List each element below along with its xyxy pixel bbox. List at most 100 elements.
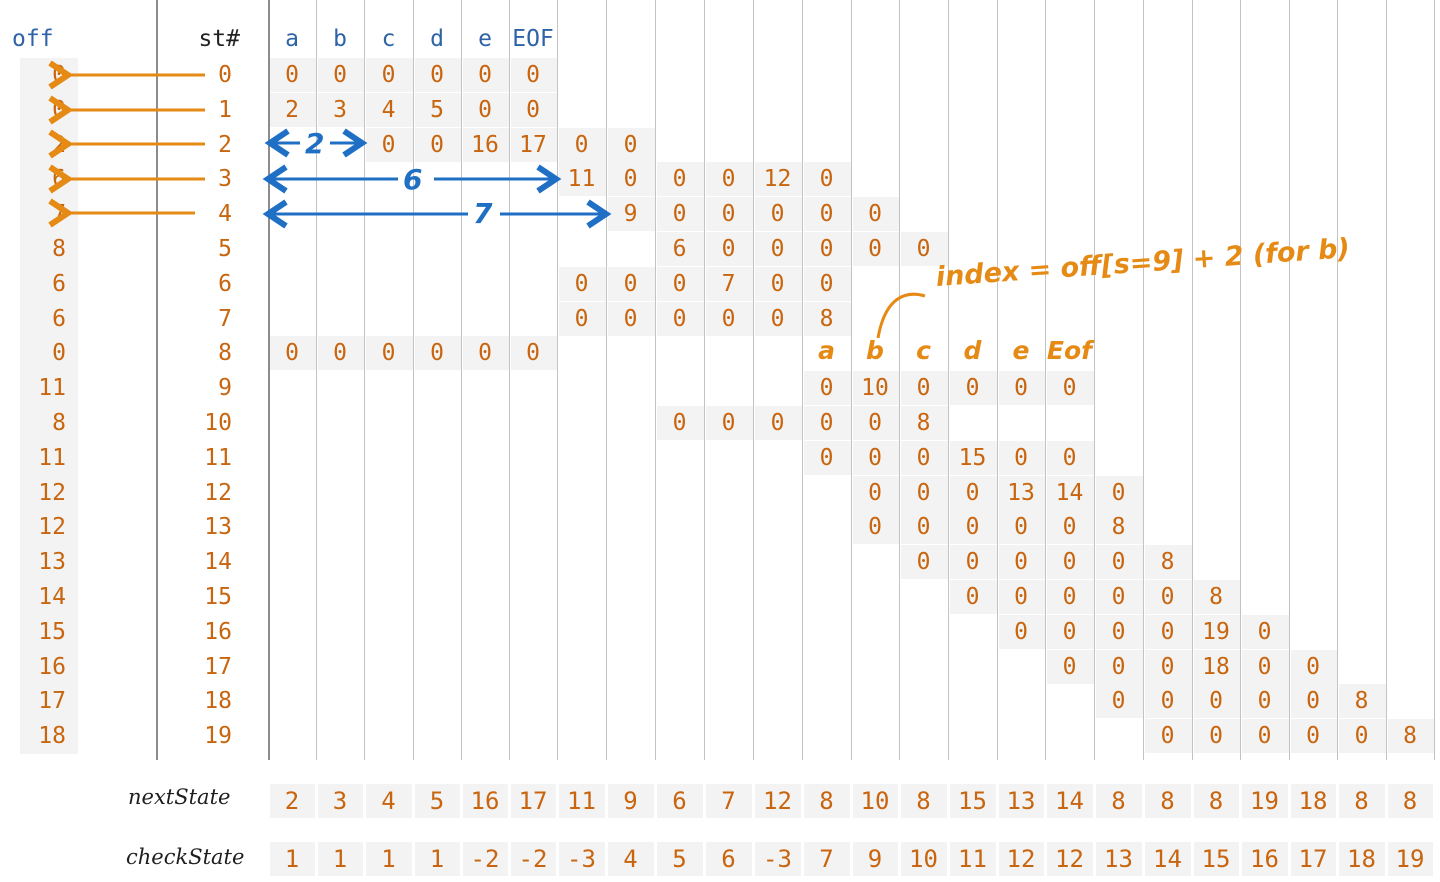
state-number: 11 [204, 444, 232, 471]
next-state-value: 7 [721, 787, 736, 815]
cell-bg [999, 614, 1045, 649]
next-state-value: 4 [381, 787, 396, 815]
table-cell: 3 [333, 96, 347, 123]
grid-line [948, 0, 949, 760]
check-state-value: 17 [1298, 845, 1328, 873]
cell-bg [1145, 545, 1192, 580]
cell-bg [755, 232, 802, 266]
table-cell: 0 [430, 62, 444, 88]
table-cell: 0 [770, 236, 785, 262]
cell-bg [657, 301, 704, 336]
table-cell: 0 [623, 166, 638, 193]
table-cell: 0 [770, 270, 785, 297]
cell-bg [1047, 649, 1094, 684]
grid-line [509, 0, 510, 760]
table-cell: 0 [381, 340, 396, 367]
table-cell: 0 [1014, 444, 1028, 471]
table-cell: 0 [770, 201, 785, 228]
table-cell: 0 [381, 131, 396, 158]
off-value: 16 [38, 653, 66, 680]
cell-bg [1242, 684, 1289, 719]
table-cell: 0 [333, 340, 347, 367]
off-value: 12 [38, 514, 66, 541]
grid-line [1289, 0, 1290, 760]
table-cell: 0 [1062, 514, 1077, 541]
grid-line [1045, 0, 1046, 760]
table-cell: 0 [1014, 618, 1028, 645]
table-cell: 2 [285, 96, 299, 123]
cell-bg [1096, 545, 1143, 580]
table-cell: 0 [574, 270, 589, 297]
cell-bg [608, 197, 655, 232]
cell-bg [901, 440, 948, 475]
cell-bg [1291, 842, 1336, 876]
table-cell: 0 [1306, 688, 1320, 715]
next-state-value: 9 [623, 787, 638, 815]
table-cell: 0 [1306, 723, 1320, 750]
table-cell: 0 [1062, 584, 1077, 610]
cell-bg [270, 784, 315, 818]
off-value: 8 [52, 410, 66, 436]
table-cell: 0 [1014, 584, 1028, 610]
cell-bg [366, 784, 412, 818]
cell-bg [415, 842, 460, 876]
state-number: 2 [218, 131, 232, 158]
grid-line [557, 0, 558, 760]
grid-line [1192, 0, 1193, 760]
table-cell: 0 [916, 444, 931, 471]
cell-bg [804, 162, 851, 197]
state-header: st# [198, 26, 240, 52]
cell-bg [415, 58, 461, 92]
state-number: 0 [218, 62, 232, 88]
cell-bg [853, 475, 899, 510]
table-cell: 0 [430, 131, 444, 158]
cell-bg [853, 842, 898, 876]
next-state-value: 12 [763, 787, 792, 815]
cell-bg [901, 784, 947, 818]
cell-bg [755, 406, 802, 440]
cell-bg [270, 58, 316, 92]
cell-bg [1242, 842, 1288, 876]
table-cell: 0 [721, 236, 736, 262]
cell-bg [1047, 510, 1094, 545]
grid-line [753, 0, 754, 760]
next-state-value: 8 [819, 787, 834, 815]
grid-line [655, 0, 656, 760]
cell-bg [1096, 784, 1142, 818]
cell-bg [1291, 719, 1337, 754]
cell-bg [511, 784, 556, 818]
check-state-value: 15 [1201, 845, 1231, 873]
table-cell: 0 [916, 549, 931, 576]
cell-bg [366, 58, 413, 92]
table-cell: 0 [1062, 618, 1077, 645]
table-cell: 0 [819, 166, 834, 193]
cell-bg [1194, 684, 1240, 719]
table-cell: 0 [1014, 375, 1028, 402]
off-value: 11 [38, 375, 66, 402]
cell-bg [1096, 475, 1143, 510]
offset-arrows [48, 60, 205, 228]
cell-bg [559, 266, 606, 301]
cell-bg [608, 162, 655, 197]
cell-bg [755, 162, 802, 197]
table-cell: 0 [672, 201, 687, 228]
cell-bg [950, 545, 997, 580]
state-number: 14 [204, 549, 232, 576]
table-cell: 0 [478, 340, 492, 367]
cell-bg [1388, 842, 1433, 876]
grid-line [156, 0, 158, 760]
cell-bg [853, 232, 899, 266]
table-cell: 0 [285, 340, 299, 367]
table-cell: 0 [574, 305, 589, 332]
table-cell: 8 [819, 305, 834, 332]
off-value: 15 [38, 618, 66, 645]
table-cell: 0 [526, 340, 540, 367]
cell-bg [463, 58, 509, 92]
table-cell: 0 [916, 236, 931, 262]
next-state-value: 8 [1111, 787, 1126, 815]
cell-bg [706, 301, 753, 336]
table-cell: 0 [574, 131, 589, 158]
check-state-value: -3 [763, 845, 792, 873]
table-cell: 0 [1257, 653, 1272, 680]
